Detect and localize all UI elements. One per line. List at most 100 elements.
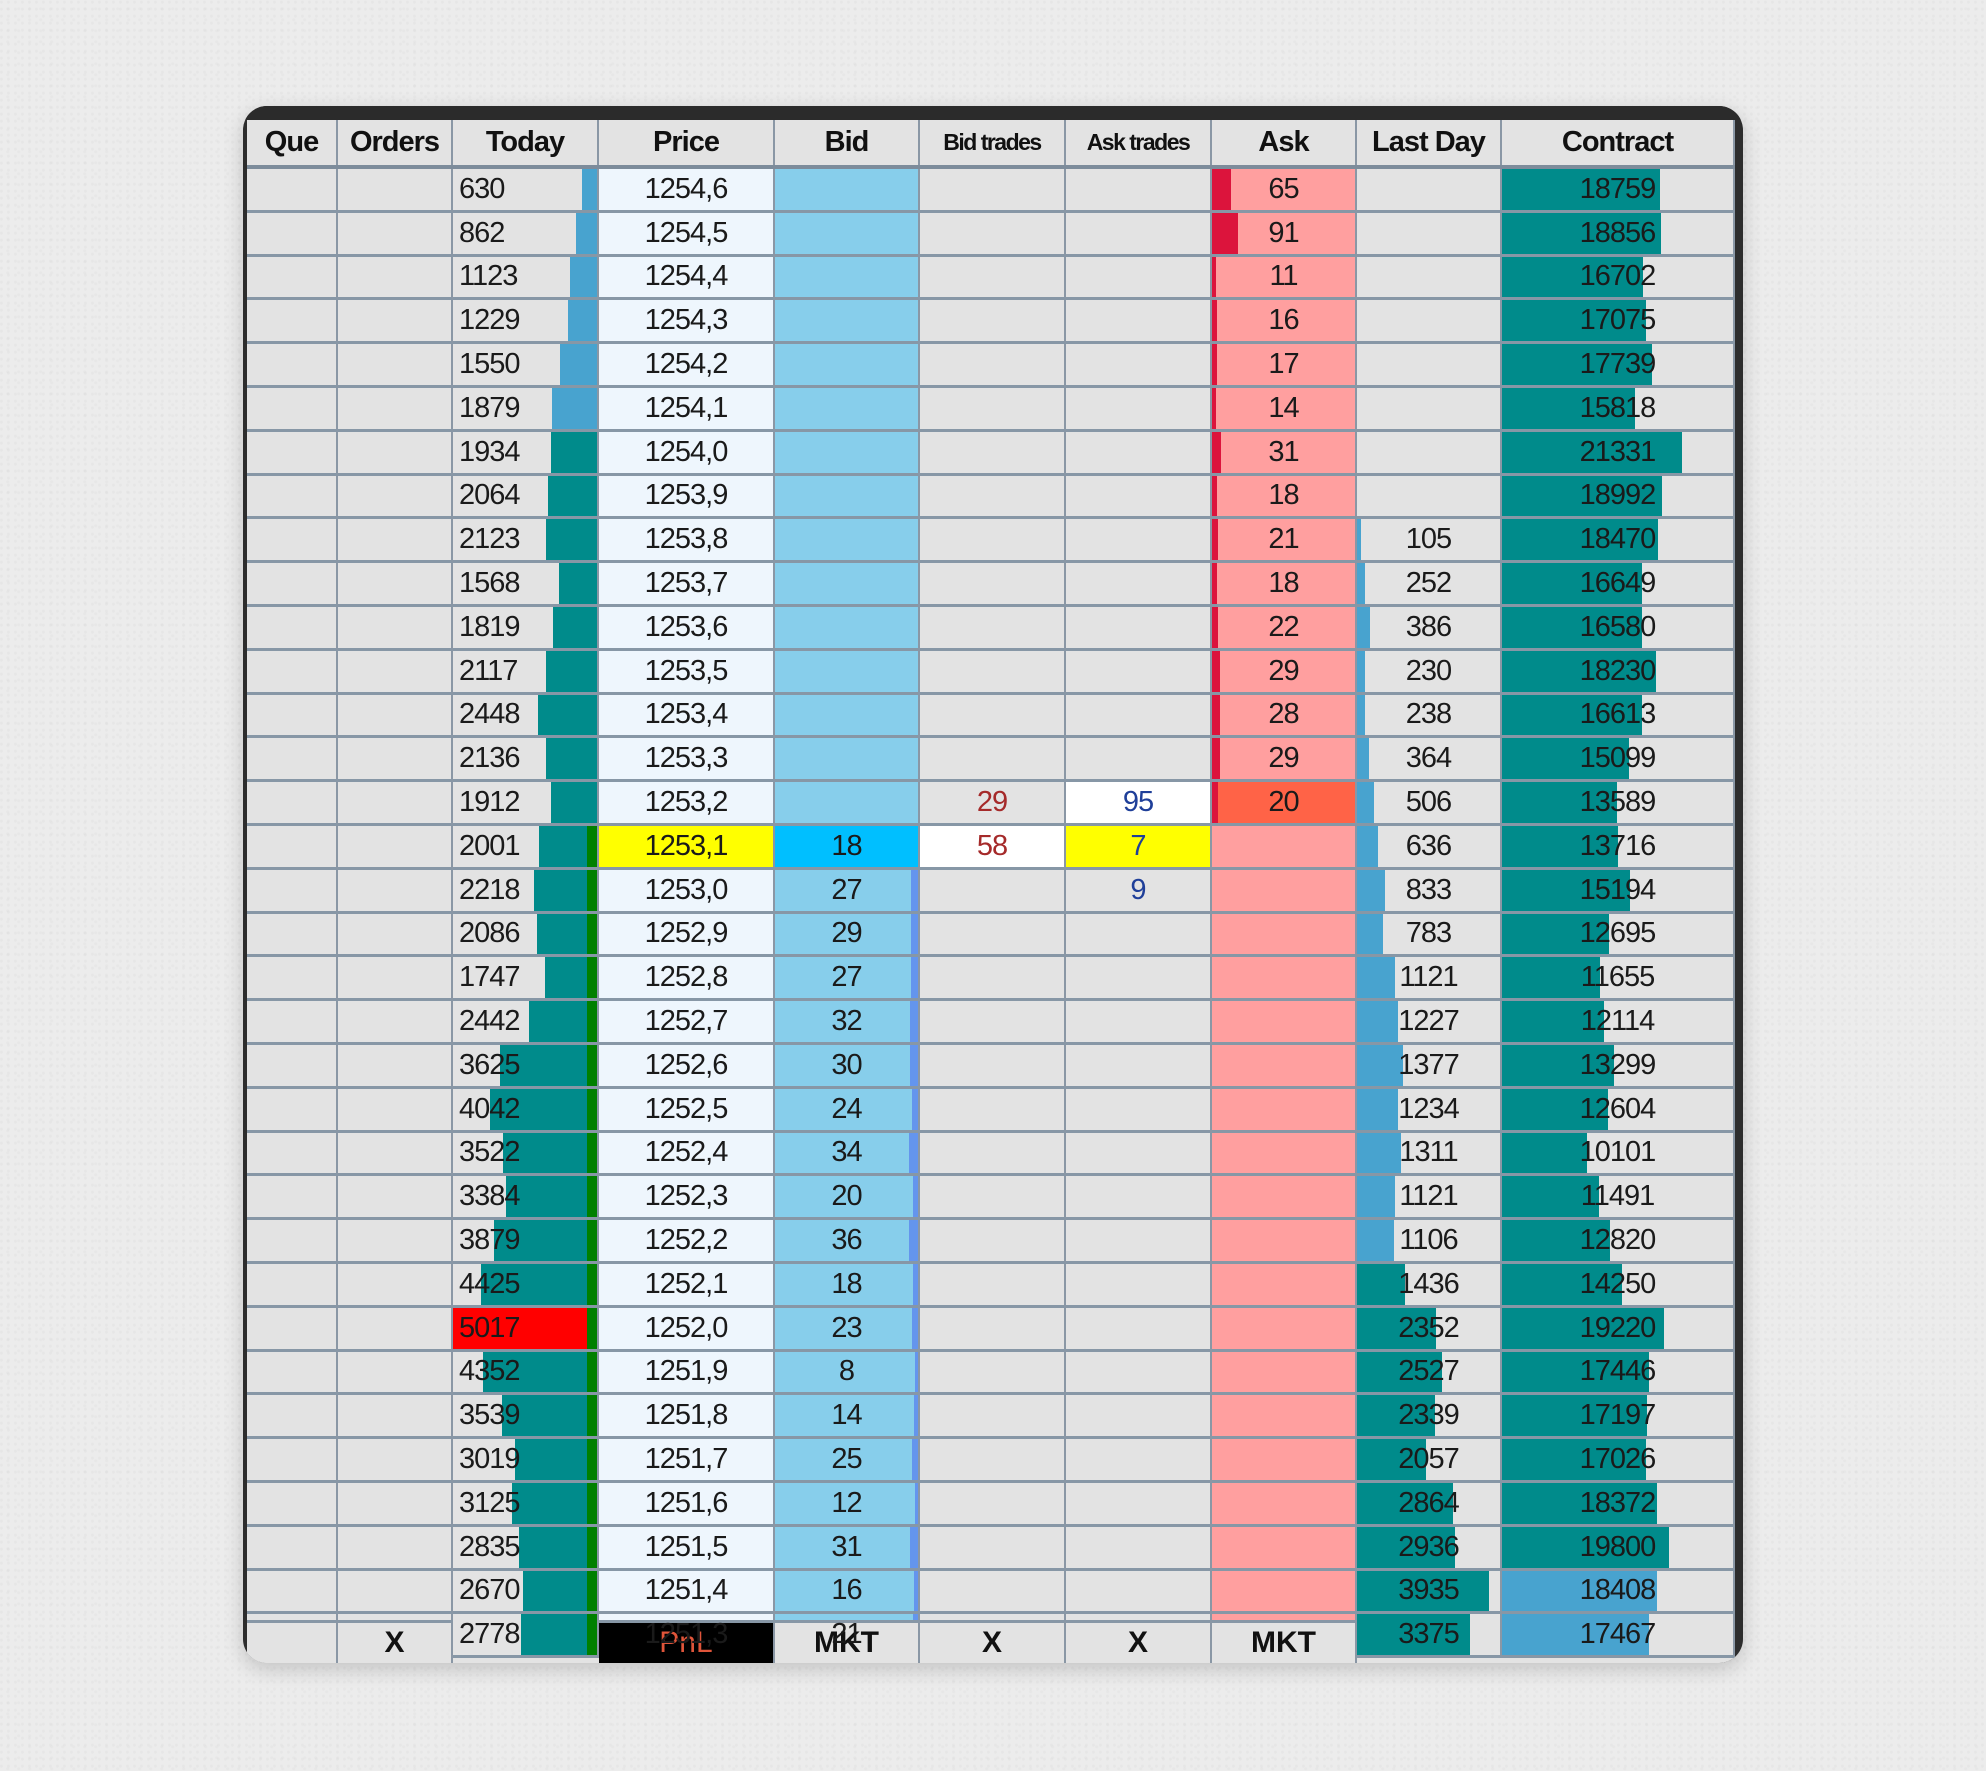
ask-trades-cell[interactable] (1066, 1439, 1212, 1483)
ask-cell[interactable] (1212, 913, 1357, 958)
bid-trades-cell[interactable] (920, 169, 1066, 213)
header-today[interactable]: Today (453, 120, 599, 165)
que-cell[interactable] (247, 1045, 338, 1089)
bid-cell[interactable]: 32 (775, 1001, 920, 1045)
contract-volume-cell[interactable]: 13299 (1502, 1045, 1735, 1089)
contract-volume-cell[interactable]: 19800 (1502, 1526, 1735, 1571)
orders-cell[interactable] (338, 519, 453, 564)
contract-volume-cell[interactable]: 18992 (1502, 475, 1735, 520)
ask-cell[interactable]: 17 (1212, 344, 1357, 388)
ask-trades-cell[interactable] (1066, 913, 1212, 958)
bid-trades-cell[interactable] (920, 431, 1066, 476)
que-cell[interactable] (247, 826, 338, 870)
ask-cell[interactable]: 14 (1212, 388, 1357, 432)
market-buy-button[interactable]: MKT (775, 1620, 920, 1663)
ask-cell[interactable]: 28 (1212, 694, 1357, 739)
last-day-volume-cell[interactable]: 386 (1357, 607, 1502, 651)
contract-volume-cell[interactable]: 12820 (1502, 1220, 1735, 1264)
header-ask-trades[interactable]: Ask trades (1066, 120, 1212, 165)
ladder-row[interactable]: 2136 1253,3 29 364 15099 (247, 738, 1735, 783)
que-cell[interactable] (247, 913, 338, 958)
contract-volume-cell[interactable]: 12604 (1502, 1088, 1735, 1133)
ask-trades-cell[interactable] (1066, 1088, 1212, 1133)
ladder-row[interactable]: 1229 1254,3 16 17075 (247, 300, 1735, 345)
last-day-volume-cell[interactable]: 105 (1357, 519, 1502, 564)
contract-volume-cell[interactable]: 10101 (1502, 1132, 1735, 1177)
que-cell[interactable] (247, 1395, 338, 1440)
que-cell[interactable] (247, 1351, 338, 1396)
ask-trades-cell[interactable] (1066, 563, 1212, 607)
ask-cell[interactable] (1212, 1351, 1357, 1396)
bid-trades-cell[interactable] (920, 256, 1066, 301)
today-volume-cell[interactable]: 1879 (453, 388, 599, 432)
ask-trades-cell[interactable] (1066, 431, 1212, 476)
orders-cell[interactable] (338, 388, 453, 432)
contract-volume-cell[interactable]: 19220 (1502, 1307, 1735, 1352)
bid-cell[interactable] (775, 782, 920, 826)
ask-cell[interactable]: 21 (1212, 519, 1357, 564)
que-cell[interactable] (247, 212, 338, 257)
orders-cell[interactable] (338, 957, 453, 1002)
orders-cell[interactable] (338, 1439, 453, 1483)
contract-volume-cell[interactable]: 15099 (1502, 738, 1735, 783)
last-day-volume-cell[interactable] (1357, 212, 1502, 257)
contract-volume-cell[interactable]: 18230 (1502, 650, 1735, 695)
contract-volume-cell[interactable]: 11655 (1502, 957, 1735, 1002)
que-cell[interactable] (247, 563, 338, 607)
price-cell[interactable]: 1251,6 (599, 1483, 775, 1527)
ask-cell[interactable] (1212, 1526, 1357, 1571)
contract-volume-cell[interactable]: 15194 (1502, 869, 1735, 914)
today-volume-cell[interactable]: 2117 (453, 650, 599, 695)
price-cell[interactable]: 1251,7 (599, 1439, 775, 1483)
que-cell[interactable] (247, 1439, 338, 1483)
contract-volume-cell[interactable]: 18856 (1502, 212, 1735, 257)
today-volume-cell[interactable]: 2218 (453, 869, 599, 914)
today-volume-cell[interactable]: 3625 (453, 1045, 599, 1089)
orders-cell[interactable] (338, 1220, 453, 1264)
last-day-volume-cell[interactable]: 252 (1357, 563, 1502, 607)
last-day-volume-cell[interactable]: 783 (1357, 913, 1502, 958)
ask-trades-cell[interactable] (1066, 1045, 1212, 1089)
last-day-volume-cell[interactable] (1357, 475, 1502, 520)
ask-trades-cell[interactable] (1066, 344, 1212, 388)
ladder-row[interactable]: 2835 1251,5 31 2936 19800 (247, 1526, 1735, 1571)
ladder-row[interactable]: 4425 1252,1 18 1436 14250 (247, 1264, 1735, 1308)
ladder-row[interactable]: 2001 1253,1 18 58 7 636 13716 (247, 826, 1735, 870)
ask-trades-cell[interactable] (1066, 388, 1212, 432)
ask-cell[interactable] (1212, 1570, 1357, 1615)
ask-cell[interactable]: 29 (1212, 738, 1357, 783)
ask-trades-cell[interactable] (1066, 1351, 1212, 1396)
ladder-row[interactable]: 3125 1251,6 12 2864 18372 (247, 1483, 1735, 1527)
ladder-row[interactable]: 4352 1251,9 8 2527 17446 (247, 1351, 1735, 1396)
ask-cell[interactable] (1212, 1264, 1357, 1308)
bid-cell[interactable]: 18 (775, 826, 920, 870)
ask-trades-cell[interactable] (1066, 1483, 1212, 1527)
price-cell[interactable]: 1254,3 (599, 300, 775, 345)
last-day-volume-cell[interactable] (1357, 344, 1502, 388)
orders-cell[interactable] (338, 431, 453, 476)
last-day-volume-cell[interactable]: 1311 (1357, 1132, 1502, 1177)
que-cell[interactable] (247, 1088, 338, 1133)
bid-cell[interactable] (775, 563, 920, 607)
today-volume-cell[interactable]: 2778 (453, 1614, 599, 1659)
today-volume-cell[interactable]: 4352 (453, 1351, 599, 1396)
header-contract[interactable]: Contract (1502, 120, 1735, 165)
today-volume-cell[interactable]: 3879 (453, 1220, 599, 1264)
price-cell[interactable]: 1252,5 (599, 1088, 775, 1133)
bid-cell[interactable]: 20 (775, 1176, 920, 1221)
bid-trades-cell[interactable] (920, 1439, 1066, 1483)
today-volume-cell[interactable]: 1123 (453, 256, 599, 301)
last-day-volume-cell[interactable]: 2057 (1357, 1439, 1502, 1483)
bid-cell[interactable]: 23 (775, 1307, 920, 1352)
bid-cell[interactable]: 36 (775, 1220, 920, 1264)
ladder-row[interactable]: 2086 1252,9 29 783 12695 (247, 913, 1735, 958)
today-volume-cell[interactable]: 2442 (453, 1001, 599, 1045)
orders-cell[interactable] (338, 1483, 453, 1527)
ladder-row[interactable]: 1934 1254,0 31 21331 (247, 431, 1735, 476)
last-day-volume-cell[interactable]: 2864 (1357, 1483, 1502, 1527)
ask-trades-cell[interactable] (1066, 1132, 1212, 1177)
ask-trades-cell[interactable] (1066, 256, 1212, 301)
bid-trades-cell[interactable] (920, 1307, 1066, 1352)
orders-cell[interactable] (338, 782, 453, 826)
que-cell[interactable] (247, 782, 338, 826)
